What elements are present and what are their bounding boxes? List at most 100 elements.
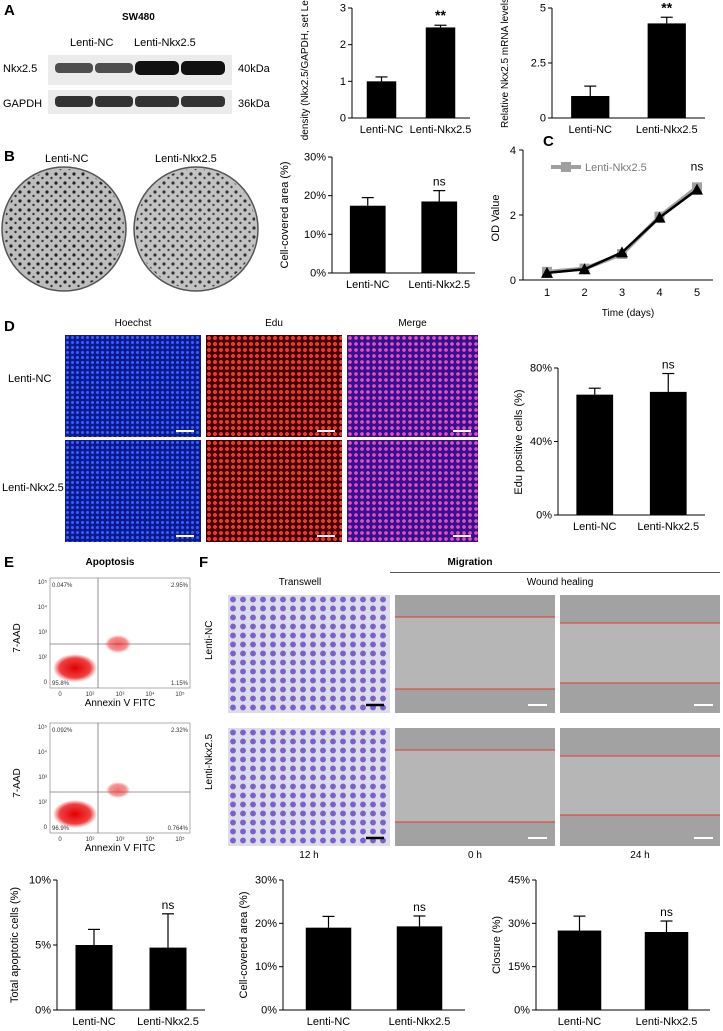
colony-plate-nc xyxy=(1,166,127,292)
x-tick-label: Lenti-NC xyxy=(72,1016,115,1028)
y-tick-label: 0 xyxy=(340,113,346,125)
y-axis-label: Cell-covered area (%) xyxy=(279,162,291,269)
flow-ylabel-nkx: 7-AAD xyxy=(12,768,23,797)
data-point xyxy=(691,183,703,195)
y-tick-label: 10% xyxy=(29,875,51,887)
x-tick-label: Lenti-Nkx2.5 xyxy=(410,124,472,136)
chart-transwell-area: 0% 10% 20% 30% Cell-covered area (%) Lenti-NC… xyxy=(238,875,465,1028)
y-tick-label: 0% xyxy=(310,268,326,280)
apoptosis-flow: Apoptosis 0.047% 2.95% 95.8% 1.15% 0.092… xyxy=(0,550,200,860)
panel-label-b: B xyxy=(4,148,15,165)
edu-row-nc: Lenti-NC xyxy=(8,373,52,385)
blot-group-nc: Lenti-NC xyxy=(70,37,114,49)
x-tick-label: Lenti-NC xyxy=(360,124,403,136)
y-tick-label: 30% xyxy=(304,152,326,164)
blot-bands xyxy=(48,55,232,114)
y-tick-label: 40% xyxy=(530,436,552,448)
flow-y-tick: 10³ xyxy=(38,630,47,636)
y-axis-label: Relative density (Nkx2.5/GAPDH, set Lent… xyxy=(300,0,311,140)
y-tick-label: 30% xyxy=(508,918,530,930)
y-tick-label: 2 xyxy=(510,210,516,222)
hoechst-nc-image xyxy=(65,335,201,437)
blot-row-nkx-label: Nkx2.5 xyxy=(3,63,38,75)
transwell-nkx-image xyxy=(228,728,390,846)
x-tick-label: Lenti-Nkx2.5 xyxy=(389,1016,451,1028)
y-tick-label: 10% xyxy=(255,961,277,973)
x-tick-label: Lenti-Nkx2.5 xyxy=(636,124,698,136)
y-tick-label: 1 xyxy=(340,76,346,88)
y-tick-label: 0 xyxy=(510,275,516,287)
flow-x-tick: 0 xyxy=(58,837,62,843)
y-tick-label: 5% xyxy=(35,940,51,952)
blot-row-nkx-kda: 40kDa xyxy=(238,63,270,75)
x-tick-label: Lenti-NC xyxy=(558,1016,601,1028)
bar xyxy=(557,930,602,1010)
x-tick-label: Lenti-Nkx2.5 xyxy=(636,1016,698,1028)
significance-label: ns xyxy=(413,900,426,914)
panel-label-f: F xyxy=(199,554,209,571)
bar xyxy=(149,947,187,1010)
migration-images: Migration Transwell Wound healing Lenti-… xyxy=(200,550,723,870)
flow-y-tick: 0 xyxy=(44,680,48,686)
flow-plot-nc xyxy=(49,577,191,689)
y-tick-label: 5 xyxy=(540,3,546,15)
y-tick-label: 45% xyxy=(508,875,530,887)
y-axis-label: Total apoptotic cells (%) xyxy=(9,887,21,1003)
edu-col-merge: Merge xyxy=(398,318,427,329)
panel-label-d: D xyxy=(4,318,15,335)
chart-apoptotic-cells: 0% 5% 10% Total apoptotic cells (%) Lenti-NC… xyxy=(9,875,205,1028)
edu-images: Hoechst Edu Merge Lenti-NC Lenti-Nkx2.5 xyxy=(0,315,480,542)
migration-header-rule xyxy=(390,572,720,573)
flow-y-tick: 10⁵ xyxy=(38,579,48,586)
data-point xyxy=(653,211,666,223)
series-line xyxy=(546,188,698,275)
flow-x-tick: 10² xyxy=(86,692,95,698)
data-point xyxy=(578,263,591,275)
y-tick-label: 2.5 xyxy=(531,58,546,70)
x-tick-label: Lenti-Nkx2.5 xyxy=(408,279,470,291)
blot-cell-line: SW480 xyxy=(122,12,155,23)
x-tick-label: 1 xyxy=(544,287,550,299)
y-axis-label: Cell-covered area (%) xyxy=(238,892,250,999)
time-24h: 24 h xyxy=(630,850,650,861)
col-transwell: Transwell xyxy=(278,577,322,588)
y-axis-label: OD Value xyxy=(490,195,502,242)
y-tick-label: 0% xyxy=(536,510,552,522)
y-axis-label: Closure (%) xyxy=(491,916,503,974)
bar xyxy=(425,27,456,118)
y-tick-label: 20% xyxy=(304,190,326,202)
flow-tick-labels: 10⁵ 10⁴ 10³ 10² 0 0 10² 10³ 10⁴ 10⁵ 10⁵ 10⁴ 10³ 10² 0 0… xyxy=(38,579,185,843)
flow-y-tick: 10³ xyxy=(38,775,47,781)
y-tick-label: 30% xyxy=(255,875,277,887)
flow-y-tick: 10² xyxy=(38,655,47,661)
bar xyxy=(396,926,443,1010)
x-tick-label: Lenti-Nkx2.5 xyxy=(137,1016,199,1028)
y-tick-label: 0% xyxy=(35,1005,51,1017)
chart-mrna-levels: 0 2.5 5 Relative Nkx2.5 mRNA levels Lenti-NC… xyxy=(500,0,705,136)
y-tick-label: 10% xyxy=(304,229,326,241)
significance-label: ns xyxy=(691,159,704,173)
flow-x-tick: 10⁴ xyxy=(145,691,155,698)
y-axis-label: Relative Nkx2.5 mRNA levels xyxy=(500,0,511,128)
flow-xlabel-nc: Annexin V FITC xyxy=(85,698,156,709)
flow-y-tick: 10⁴ xyxy=(38,604,48,611)
significance-label: ns xyxy=(660,905,673,919)
x-tick-label: Lenti-NC xyxy=(307,1016,350,1028)
bar xyxy=(649,391,687,515)
y-tick-label: 4 xyxy=(510,145,516,157)
hoechst-nkx-image xyxy=(65,440,201,542)
panel-label-c: C xyxy=(543,133,554,150)
col-wound: Wound healing xyxy=(526,577,594,588)
series-line xyxy=(546,185,699,274)
q-lr-nkx: 0.764% xyxy=(168,826,189,832)
x-axis-label: Time (days) xyxy=(602,308,654,319)
flow-ylabel-nc: 7-AAD xyxy=(12,623,23,652)
significance-label: ** xyxy=(661,0,672,15)
q-lr-nc: 1.15% xyxy=(171,681,189,687)
edu-scale-bars xyxy=(176,430,471,537)
flow-y-tick: 10² xyxy=(38,800,47,806)
flow-x-tick: 10³ xyxy=(116,837,125,843)
edu-col-hoechst: Hoechst xyxy=(114,318,152,329)
x-tick-label: Lenti-NC xyxy=(573,521,616,533)
blot-row-gapdh-kda: 36kDa xyxy=(238,98,270,110)
